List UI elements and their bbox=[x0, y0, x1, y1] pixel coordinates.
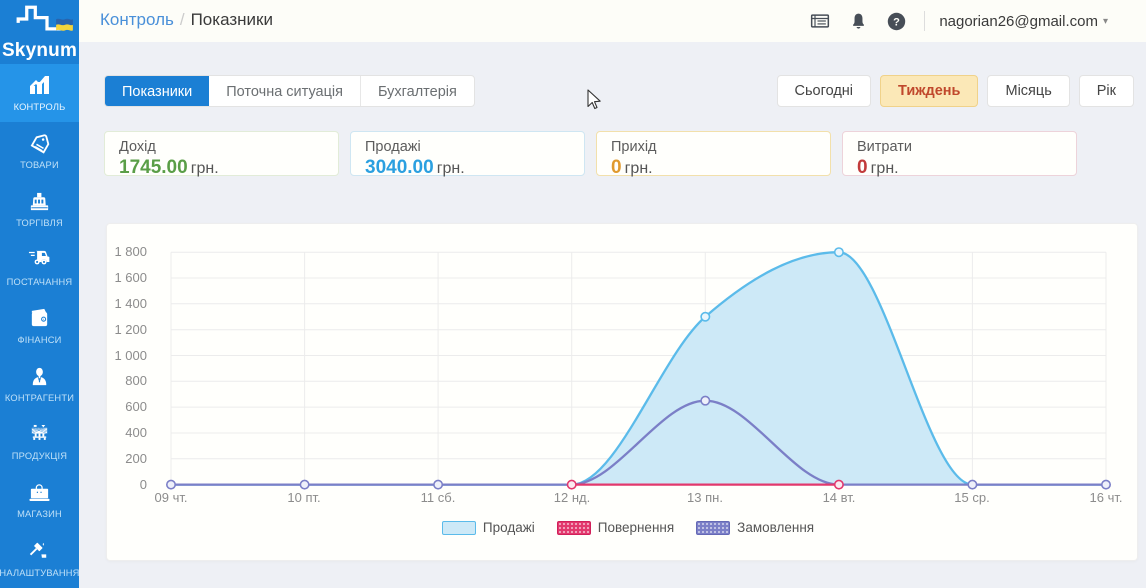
svg-text:?: ? bbox=[893, 16, 900, 28]
